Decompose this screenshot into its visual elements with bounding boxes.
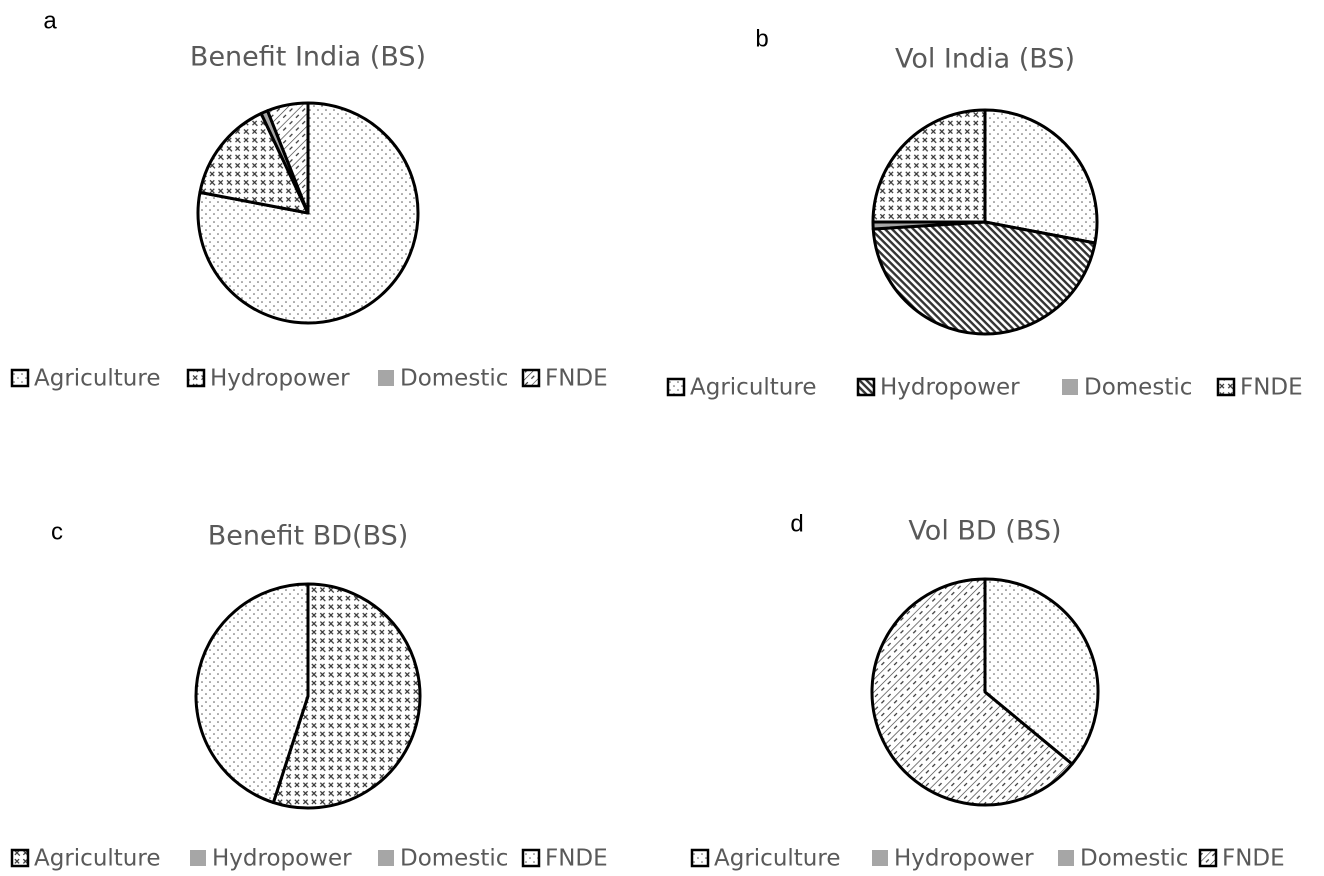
legend-swatch <box>1062 379 1078 395</box>
panel-label: b <box>755 25 768 52</box>
legend-label: Domestic <box>400 366 508 392</box>
chart-title: Vol BD (BS) <box>908 516 1061 547</box>
legend-label: Hydropower <box>212 846 352 872</box>
pie-slice <box>266 101 310 215</box>
legend-label: Domestic <box>1080 846 1188 872</box>
legend-label: Hydropower <box>880 375 1020 401</box>
legend-swatch <box>872 850 888 866</box>
legend-label: FNDE <box>545 846 608 872</box>
chart-title: Vol India (BS) <box>895 44 1075 75</box>
legend-swatch <box>378 850 394 866</box>
pie-slice <box>983 108 1099 245</box>
legend-label: Hydropower <box>210 366 350 392</box>
pie-slice <box>871 220 1097 336</box>
chart-title: Benefit BD(BS) <box>208 521 409 552</box>
legend-swatch <box>190 850 206 866</box>
legend-label: FNDE <box>1240 375 1303 401</box>
panel-label: a <box>43 7 57 34</box>
legend-swatch <box>1058 850 1074 866</box>
legend-swatch <box>186 368 206 388</box>
legend-label: FNDE <box>545 366 608 392</box>
legend-label: Hydropower <box>894 846 1034 872</box>
legend-swatch <box>10 368 30 388</box>
panel-label: c <box>51 518 63 545</box>
pie-slice <box>271 582 422 810</box>
legend-swatch <box>521 368 541 388</box>
legend-swatch <box>521 848 541 868</box>
legend-label: Agriculture <box>34 366 161 392</box>
panel-label: d <box>790 510 803 537</box>
pie-slice <box>198 111 310 215</box>
legend-label: FNDE <box>1222 846 1285 872</box>
legend-swatch <box>856 377 876 397</box>
chart-title: Benefit India (BS) <box>190 42 426 73</box>
legend-swatch <box>690 848 710 868</box>
legend-label: Agriculture <box>690 375 817 401</box>
legend-swatch <box>378 370 394 386</box>
pie-slice <box>870 577 1074 807</box>
pie-slice <box>983 577 1100 766</box>
legend-swatch <box>1198 848 1218 868</box>
pie-slice <box>194 582 310 805</box>
legend-label: Domestic <box>1084 375 1192 401</box>
pie-slice <box>871 108 987 224</box>
legend-swatch <box>1216 377 1236 397</box>
legend-label: Agriculture <box>714 846 841 872</box>
legend-swatch <box>666 377 686 397</box>
legend-label: Domestic <box>400 846 508 872</box>
legend-swatch <box>10 848 30 868</box>
legend-label: Agriculture <box>34 846 161 872</box>
